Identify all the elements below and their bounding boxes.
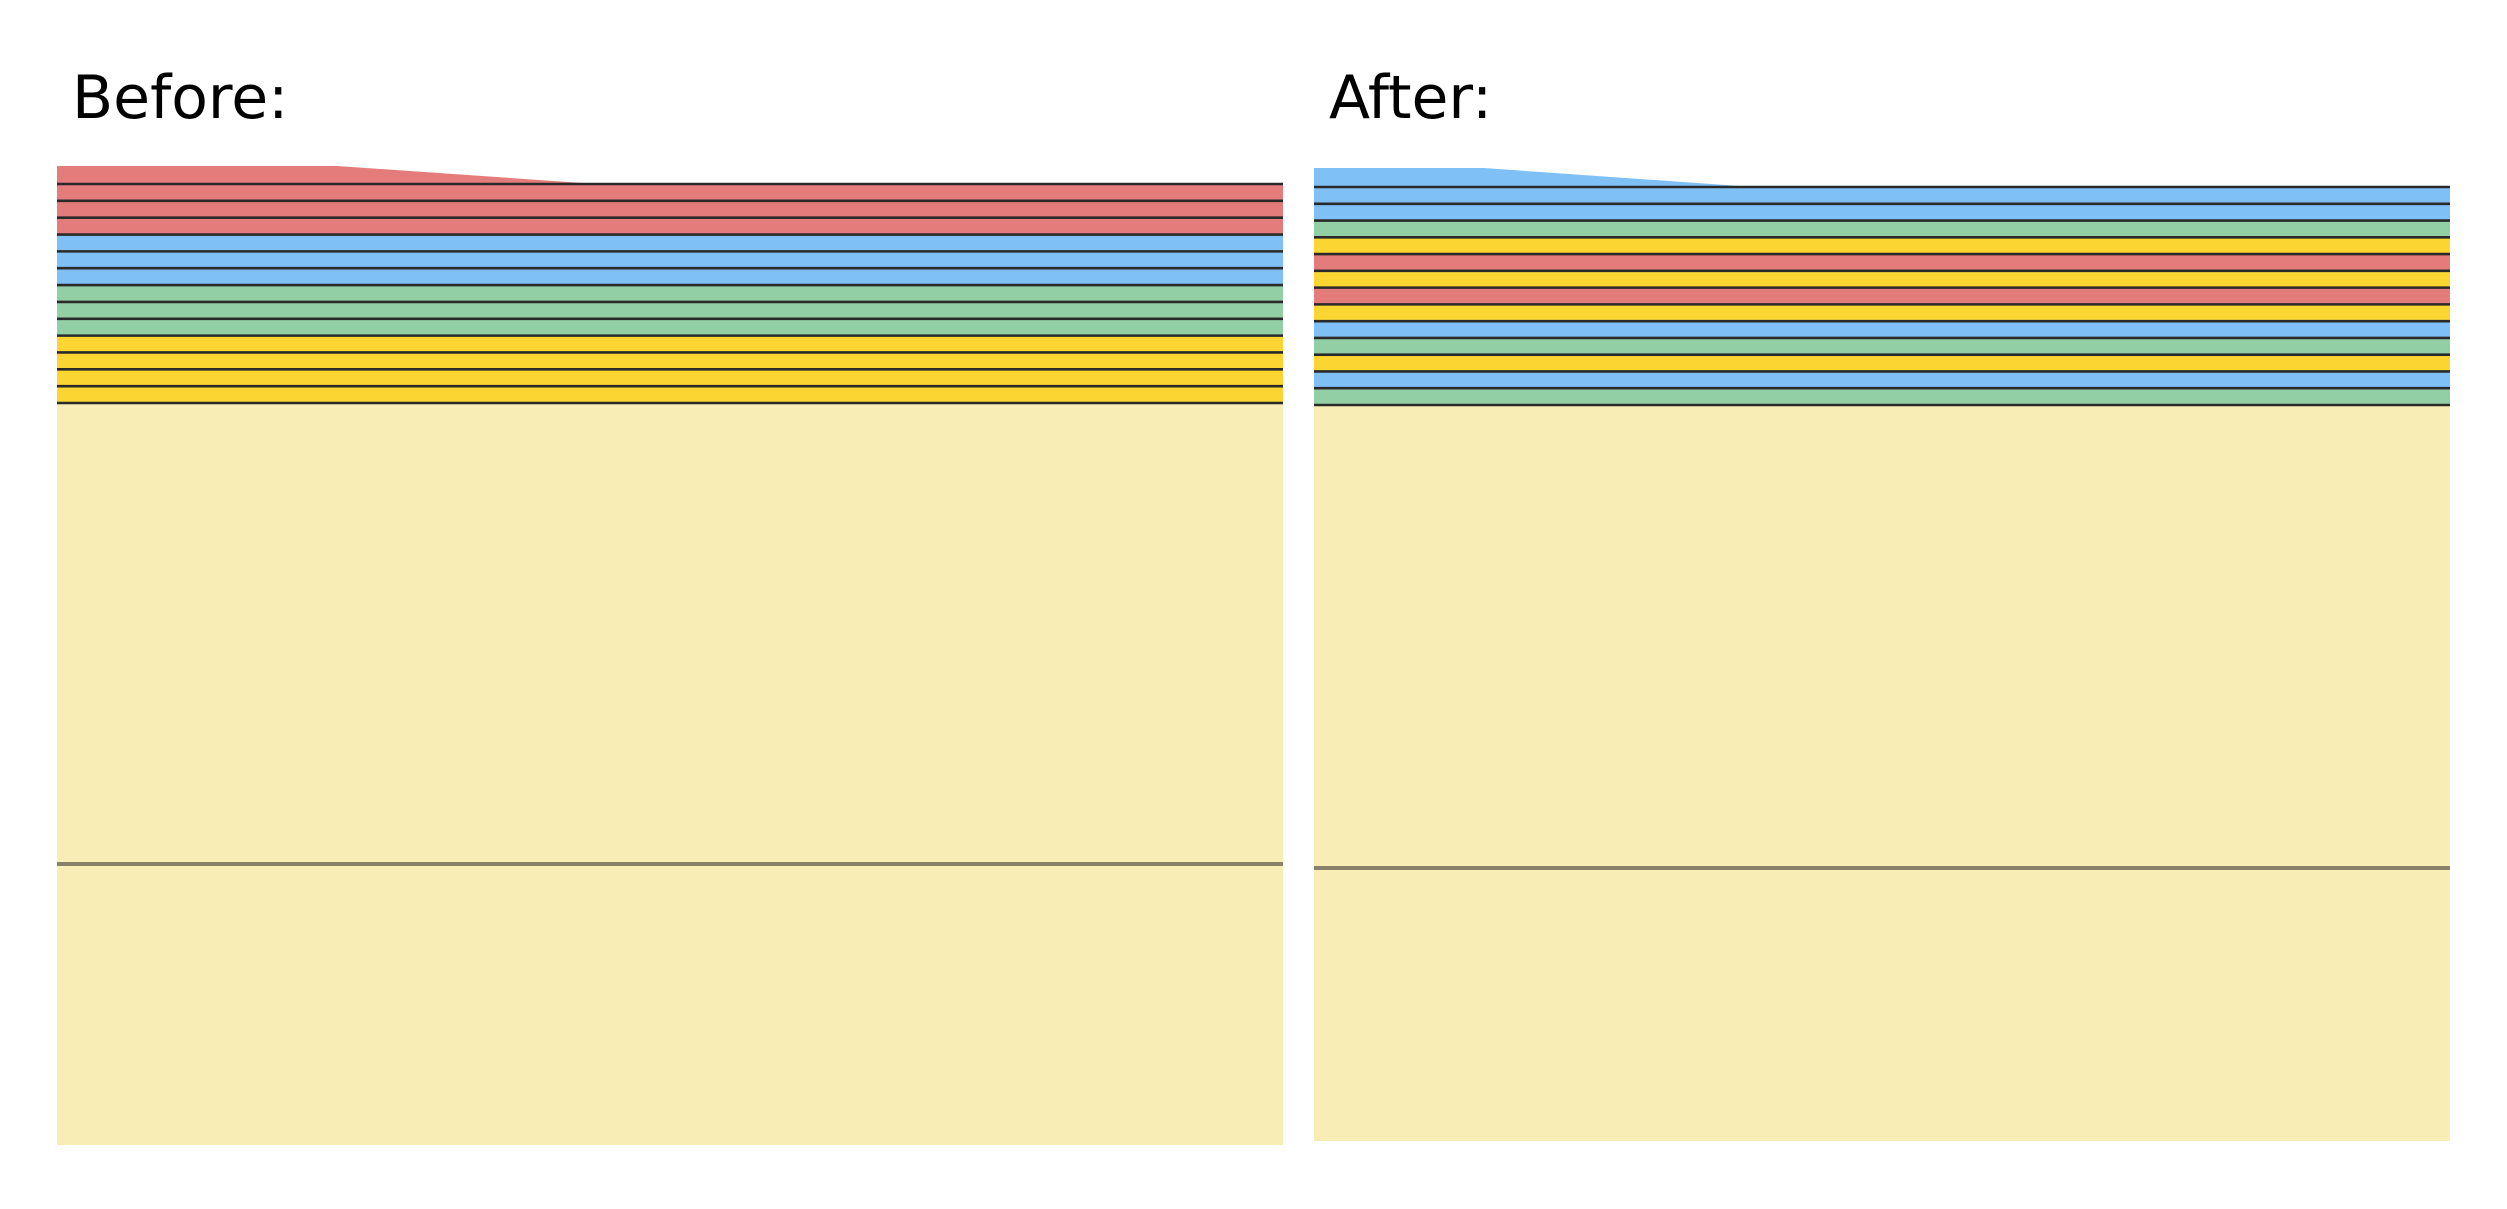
before-label: Before: [72, 63, 289, 133]
before-layer-6 [57, 268, 1283, 286]
before-layer-12 [57, 369, 1283, 387]
before-top-wedge [57, 166, 597, 184]
after-layer-10 [1314, 337, 2450, 355]
after-panel [1314, 168, 2450, 1141]
before-layer-9 [57, 318, 1283, 336]
before-layer-10 [57, 335, 1283, 353]
before-layer-4 [57, 234, 1283, 252]
before-layer-stack [57, 166, 1283, 405]
before-layer-11 [57, 352, 1283, 370]
before-panel [57, 166, 1283, 1145]
before-layer-13 [57, 386, 1283, 403]
after-layer-13 [1314, 388, 2450, 405]
after-label: After: [1329, 63, 1493, 133]
before-layer-3 [57, 217, 1283, 235]
after-layer-9 [1314, 321, 2450, 338]
before-layer-2 [57, 200, 1283, 218]
after-layer-12 [1314, 371, 2450, 389]
after-layer-11 [1314, 354, 2450, 372]
before-layer-7 [57, 285, 1283, 302]
after-layer-5 [1314, 254, 2450, 271]
after-layer-4 [1314, 237, 2450, 255]
after-layer-3 [1314, 220, 2450, 238]
after-layer-7 [1314, 287, 2450, 305]
after-layer-6 [1314, 270, 2450, 288]
before-layer-1 [57, 184, 1283, 201]
before-layer-8 [57, 301, 1283, 319]
after-layer-8 [1314, 304, 2450, 322]
after-layer-stack [1314, 168, 2450, 407]
before-layer-5 [57, 251, 1283, 269]
after-top-wedge [1314, 168, 1754, 187]
after-layer-2 [1314, 203, 2450, 221]
after-layer-1 [1314, 187, 2450, 204]
